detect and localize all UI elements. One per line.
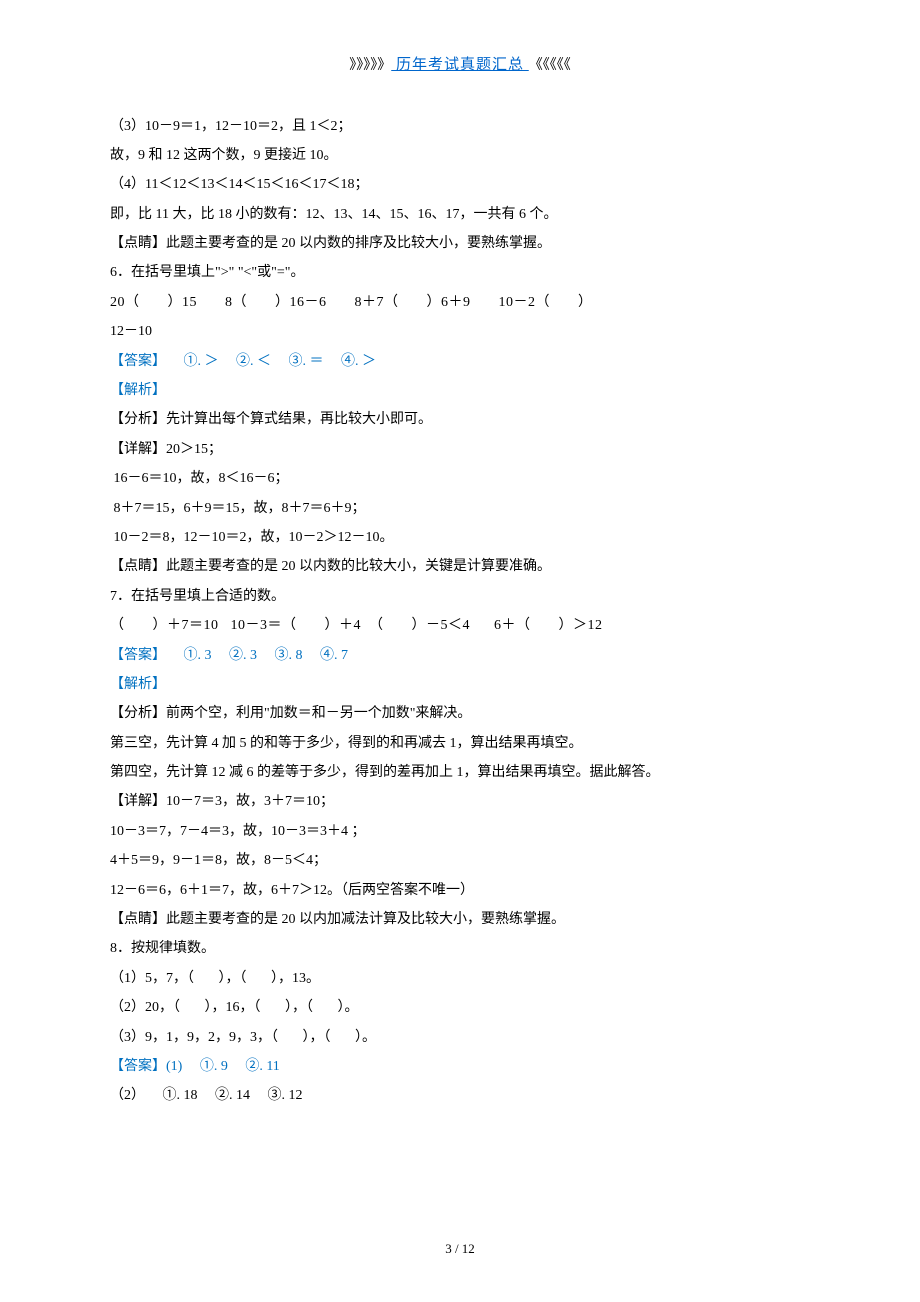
body-line: （3）10－9＝1，12－10＝2，且 1＜2； — [110, 112, 810, 141]
analysis-label: 【解析】 — [110, 670, 810, 699]
question-stem: 7．在括号里填上合适的数。 — [110, 582, 810, 611]
body-line: 【点睛】此题主要考查的是 20 以内数的排序及比较大小，要熟练掌握。 — [110, 229, 810, 258]
body-line: 故，9 和 12 这两个数，9 更接近 10。 — [110, 141, 810, 170]
document-body: （3）10－9＝1，12－10＝2，且 1＜2； 故，9 和 12 这两个数，9… — [110, 112, 810, 1111]
body-line: 8＋7＝15，6＋9＝15，故，8＋7＝6＋9； — [110, 494, 810, 523]
document-page: 》》》》》 历年考试真题汇总 《《《《《 （3）10－9＝1，12－10＝2，且… — [0, 0, 920, 1302]
body-line: 【分析】前两个空，利用"加数＝和－另一个加数"来解决。 — [110, 699, 810, 728]
body-line: 【分析】先计算出每个算式结果，再比较大小即可。 — [110, 405, 810, 434]
question-blanks: （ ）＋7＝10 10－3＝（ ）＋4 （ ）－5＜4 6＋（ ）＞12 — [110, 611, 810, 640]
header-decor-left: 》》》》》 — [349, 58, 391, 73]
question-blanks: （3）9，1，9，2，9，3，（ ），（ ）。 — [110, 1023, 810, 1052]
body-line: 4＋5＝9，9－1＝8，故，8－5＜4； — [110, 846, 810, 875]
header-link[interactable]: 历年考试真题汇总 — [391, 57, 529, 73]
answer-line: （2） ①. 18 ②. 14 ③. 12 — [110, 1081, 810, 1110]
question-blanks: （1）5，7，（ ），（ ），13。 — [110, 964, 810, 993]
question-blanks: （2）20，（ ），16，（ ），（ ）。 — [110, 993, 810, 1022]
page-header: 》》》》》 历年考试真题汇总 《《《《《 — [110, 50, 810, 82]
question-stem: 8．按规律填数。 — [110, 934, 810, 963]
body-line: 12－6＝6，6＋1＝7，故，6＋7＞12。（后两空答案不唯一） — [110, 876, 810, 905]
body-line: 第三空，先计算 4 加 5 的和等于多少，得到的和再减去 1，算出结果再填空。 — [110, 729, 810, 758]
question-stem: 6．在括号里填上">" "<"或"="。 — [110, 258, 810, 287]
body-line: （4）11＜12＜13＜14＜15＜16＜17＜18； — [110, 170, 810, 199]
body-line: 【点睛】此题主要考查的是 20 以内数的比较大小，关键是计算要准确。 — [110, 552, 810, 581]
body-line: 【点睛】此题主要考查的是 20 以内加减法计算及比较大小，要熟练掌握。 — [110, 905, 810, 934]
question-blanks: 20（ ）15 8（ ）16－6 8＋7（ ）6＋9 10－2（ ） — [110, 288, 810, 317]
body-line: 即，比 11 大，比 18 小的数有：12、13、14、15、16、17，一共有… — [110, 200, 810, 229]
analysis-label: 【解析】 — [110, 376, 810, 405]
answer-line: 【答案】 ①. 3 ②. 3 ③. 8 ④. 7 — [110, 641, 810, 670]
answer-line: 【答案】(1) ①. 9 ②. 11 — [110, 1052, 810, 1081]
body-line: 16－6＝10，故，8＜16－6； — [110, 464, 810, 493]
body-line: 10－2＝8，12－10＝2，故，10－2＞12－10。 — [110, 523, 810, 552]
page-footer: 3 / 12 — [0, 1235, 920, 1262]
body-line: 第四空，先计算 12 减 6 的差等于多少，得到的差再加上 1，算出结果再填空。… — [110, 758, 810, 787]
body-line: 【详解】10－7＝3，故，3＋7＝10； — [110, 787, 810, 816]
question-blanks: 12－10 — [110, 317, 810, 346]
page-number: 3 / 12 — [445, 1241, 475, 1256]
body-line: 【详解】20＞15； — [110, 435, 810, 464]
body-line: 10－3＝7，7－4＝3，故，10－3＝3＋4 ； — [110, 817, 810, 846]
header-decor-right: 《《《《《 — [529, 58, 571, 73]
answer-line: 【答案】 ①. ＞ ②. ＜ ③. ＝ ④. ＞ — [110, 347, 810, 376]
